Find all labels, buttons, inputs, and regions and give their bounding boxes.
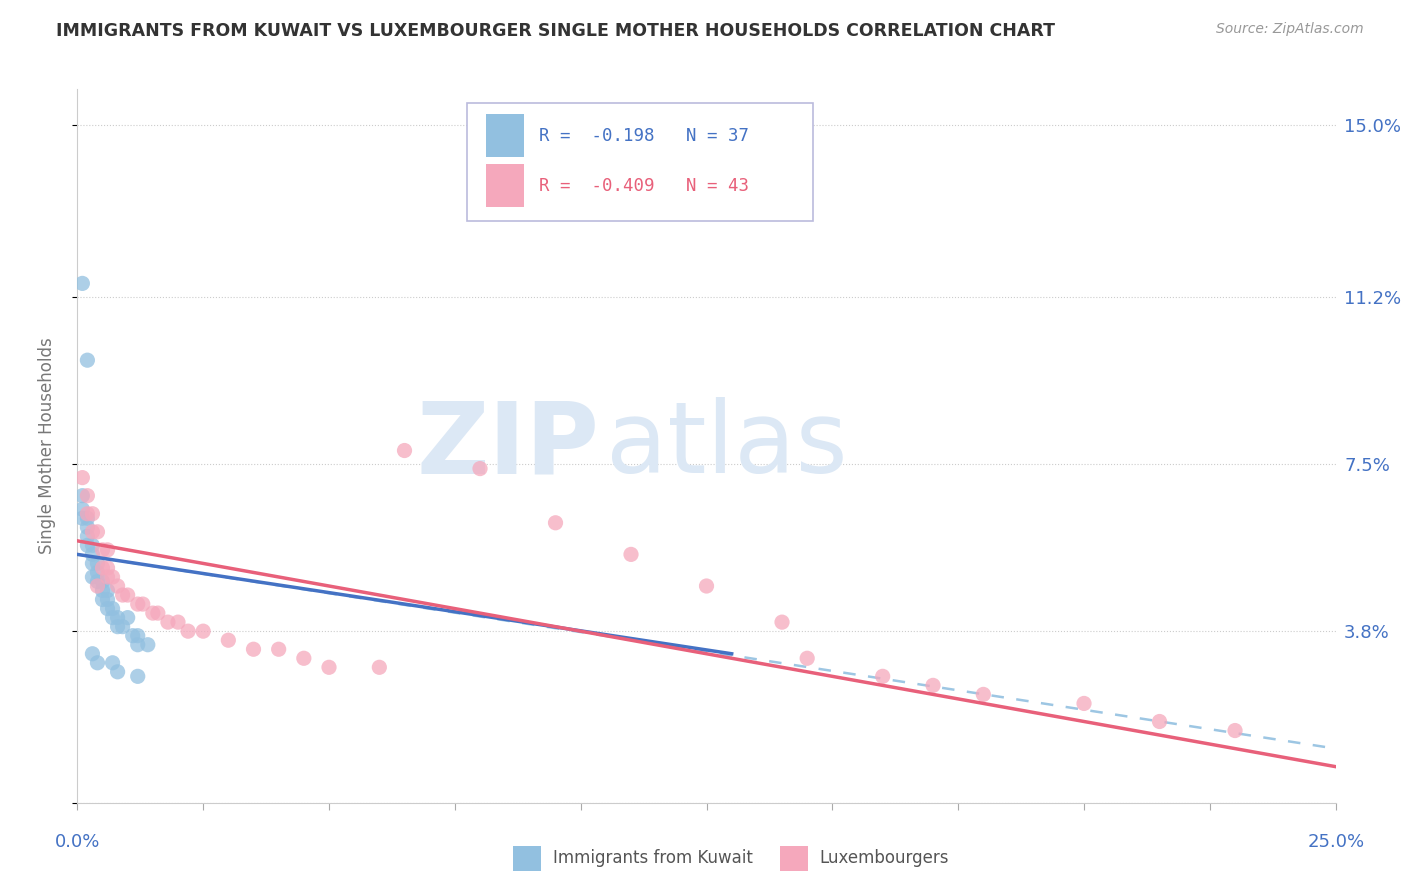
Point <box>922 678 945 692</box>
Point <box>82 557 104 571</box>
Point <box>96 592 118 607</box>
Point <box>86 566 108 580</box>
Point <box>368 660 391 674</box>
Point <box>107 620 129 634</box>
Point <box>1223 723 1246 738</box>
Point <box>101 656 124 670</box>
Point <box>127 597 149 611</box>
Point <box>142 606 165 620</box>
Point <box>76 538 98 552</box>
Point <box>96 570 118 584</box>
Point <box>72 502 94 516</box>
Point <box>167 615 190 629</box>
Point <box>136 638 159 652</box>
Point <box>76 489 98 503</box>
Point <box>1149 714 1171 729</box>
Point <box>544 516 567 530</box>
Point <box>796 651 818 665</box>
Text: Luxembourgers: Luxembourgers <box>820 849 949 867</box>
Text: Source: ZipAtlas.com: Source: ZipAtlas.com <box>1216 22 1364 37</box>
Point <box>72 470 94 484</box>
Point <box>146 606 169 620</box>
Point <box>107 579 129 593</box>
Point <box>86 524 108 539</box>
Text: Immigrants from Kuwait: Immigrants from Kuwait <box>553 849 752 867</box>
Point <box>76 511 98 525</box>
Point <box>96 601 118 615</box>
Point <box>72 277 94 291</box>
Point <box>76 529 98 543</box>
Point <box>318 660 340 674</box>
Point <box>111 588 134 602</box>
Point <box>82 524 104 539</box>
Point <box>96 542 118 557</box>
Point <box>101 601 124 615</box>
Point <box>107 610 129 624</box>
Point <box>86 574 108 589</box>
Point <box>72 511 94 525</box>
Point <box>121 629 143 643</box>
Point <box>127 638 149 652</box>
Bar <box>486 164 524 207</box>
Point <box>132 597 155 611</box>
Point <box>468 461 491 475</box>
FancyBboxPatch shape <box>467 103 814 221</box>
Point <box>972 687 994 701</box>
Point <box>76 507 98 521</box>
Point <box>82 570 104 584</box>
Point <box>96 561 118 575</box>
Point <box>394 443 416 458</box>
Text: R =  -0.409   N = 43: R = -0.409 N = 43 <box>538 177 749 194</box>
Point <box>91 583 114 598</box>
Point <box>101 570 124 584</box>
Text: IMMIGRANTS FROM KUWAIT VS LUXEMBOURGER SINGLE MOTHER HOUSEHOLDS CORRELATION CHAR: IMMIGRANTS FROM KUWAIT VS LUXEMBOURGER S… <box>56 22 1056 40</box>
Bar <box>486 114 524 157</box>
Point <box>86 579 108 593</box>
Point <box>127 669 149 683</box>
Point <box>86 656 108 670</box>
Point <box>86 557 108 571</box>
Point <box>127 629 149 643</box>
Point <box>82 507 104 521</box>
Point <box>72 489 94 503</box>
Point <box>292 651 315 665</box>
Point <box>82 647 104 661</box>
Text: 25.0%: 25.0% <box>1308 833 1364 851</box>
Point <box>82 548 104 562</box>
Point <box>620 548 643 562</box>
Point <box>156 615 179 629</box>
Point <box>91 574 114 589</box>
Text: ZIP: ZIP <box>416 398 599 494</box>
Point <box>770 615 793 629</box>
Point <box>696 579 718 593</box>
Point <box>76 520 98 534</box>
Point <box>111 620 134 634</box>
Point <box>76 353 98 368</box>
Point <box>117 610 139 624</box>
Point <box>191 624 215 639</box>
Point <box>1073 697 1095 711</box>
Text: 0.0%: 0.0% <box>55 833 100 851</box>
Point <box>267 642 290 657</box>
Point <box>91 561 114 575</box>
Y-axis label: Single Mother Households: Single Mother Households <box>38 338 56 554</box>
Point <box>872 669 894 683</box>
Point <box>117 588 139 602</box>
Point <box>107 665 129 679</box>
Point <box>217 633 239 648</box>
Point <box>82 538 104 552</box>
Point <box>91 542 114 557</box>
Point <box>101 610 124 624</box>
Text: R =  -0.198   N = 37: R = -0.198 N = 37 <box>538 127 749 145</box>
Point <box>91 592 114 607</box>
Point <box>96 583 118 598</box>
Point <box>242 642 264 657</box>
Point <box>177 624 200 639</box>
Text: atlas: atlas <box>606 398 848 494</box>
